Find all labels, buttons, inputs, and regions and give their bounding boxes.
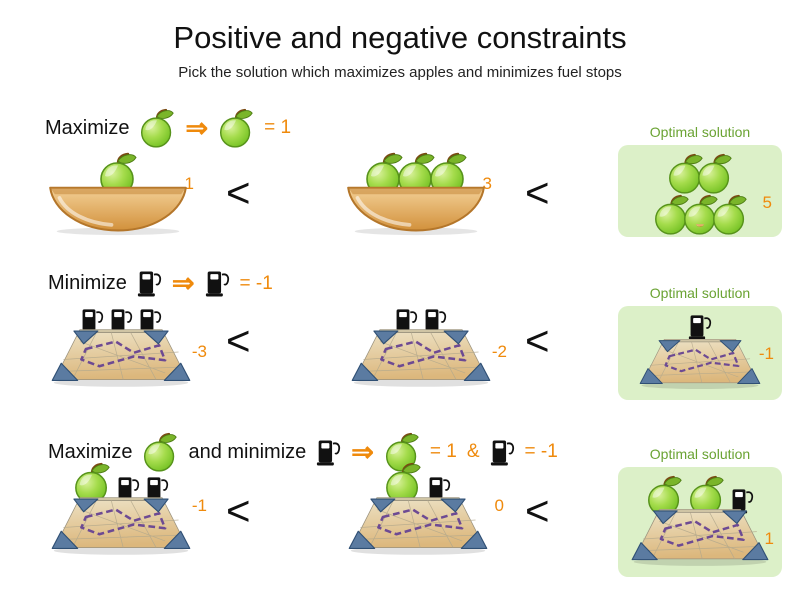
solution-option: 0 (345, 462, 504, 556)
optimal-solution-panel: Optimal solution 5 (618, 124, 782, 237)
apple-icon (139, 108, 175, 148)
solution-option: -1 (48, 462, 207, 556)
score-label: -1 (191, 496, 207, 515)
map-icon (626, 338, 774, 390)
constraint-value: = 1 (264, 117, 292, 138)
constraint-value: = -1 (524, 441, 558, 462)
less-than-sign: < (525, 487, 550, 534)
optimal-solution-label: Optimal solution (649, 124, 751, 140)
optimal-solution-box: 5 (618, 145, 782, 237)
implies-arrow-icon: ⇒ (185, 112, 209, 143)
fuel-pump-icon (490, 439, 515, 466)
score-label: 3 (482, 174, 492, 193)
optimal-solution-panel: Optimal solution 1 (618, 446, 782, 577)
apple-icon (218, 108, 254, 148)
map-icon (347, 496, 489, 556)
implies-arrow-icon: ⇒ (171, 268, 195, 298)
score-label: 1 (184, 174, 194, 193)
maximize-label: Maximize (45, 116, 130, 139)
less-than-sign: < (525, 317, 550, 364)
page-subtitle: Pick the solution which maximizes apples… (178, 64, 622, 81)
icon-row (73, 462, 169, 500)
solution-option: -2 (348, 308, 507, 388)
solution-option: -3 (48, 308, 207, 388)
implies-arrow-icon: ⇒ (351, 436, 374, 467)
score-label: -3 (191, 342, 207, 361)
ampersand: & (466, 441, 480, 462)
fuel-pump-icon (137, 270, 162, 297)
optimal-solution-box: 1 (618, 467, 782, 577)
constraint-value: = -1 (239, 272, 273, 294)
solution-option: 1 (45, 152, 194, 236)
optimal-solution-label: Optimal solution (649, 285, 751, 301)
map-icon (626, 508, 774, 567)
apple-icon (696, 153, 733, 194)
less-than-sign: < (226, 317, 251, 364)
optimal-solution-box: -1 (618, 306, 782, 400)
page-title: Positive and negative constraints (173, 20, 627, 55)
apple-icon (711, 194, 748, 235)
optimal-solution-label: Optimal solution (649, 446, 751, 462)
icon-row (384, 462, 451, 500)
apple-stack (644, 153, 756, 235)
constraint-statement-maximize: Maximize ⇒ = 1 (45, 108, 291, 148)
map-icon (50, 496, 192, 556)
fuel-pump-icon (316, 439, 341, 466)
score-label: 5 (762, 193, 772, 212)
map-icon (350, 328, 492, 388)
solution-option: 3 (343, 152, 492, 236)
fuel-pump-icon (688, 314, 712, 340)
optimal-solution-panel: Optimal solution -1 (618, 285, 782, 400)
less-than-sign: < (226, 169, 251, 216)
map-icon (50, 328, 192, 388)
score-label: 1 (764, 529, 774, 548)
maximize-label: Maximize (48, 440, 133, 463)
constraint-value: = 1 (429, 441, 457, 462)
minimize-label: Minimize (48, 272, 127, 294)
and-minimize-label: and minimize (188, 440, 307, 463)
bowl-icon (637, 224, 763, 227)
score-label: 0 (494, 496, 504, 515)
icon-row (646, 475, 754, 512)
fuel-pump-icon (205, 270, 230, 297)
score-label: -1 (758, 344, 774, 363)
bowl-icon (48, 184, 188, 236)
constraint-statement-combined: Maximize and minimize ⇒ = 1 & = -1 (48, 432, 558, 472)
less-than-sign: < (226, 487, 251, 534)
bowl-icon (346, 184, 486, 236)
constraint-statement-minimize: Minimize ⇒ = -1 (48, 270, 273, 297)
less-than-sign: < (525, 169, 550, 216)
score-label: -2 (491, 342, 507, 361)
